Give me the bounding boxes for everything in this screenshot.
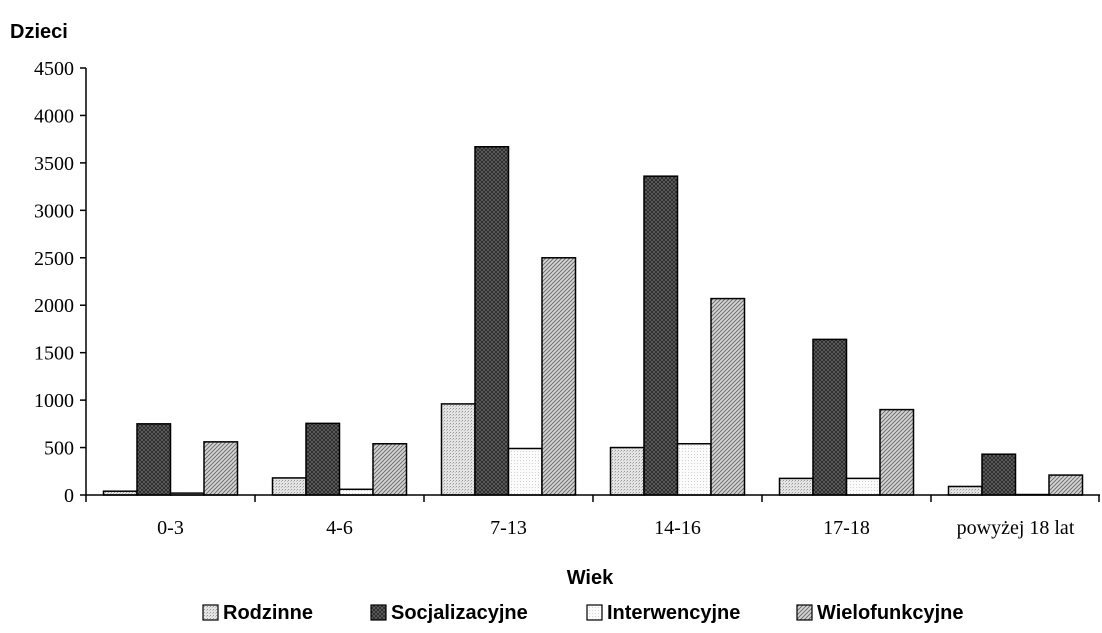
legend-label: Socjalizacyjne bbox=[391, 602, 528, 624]
legend-label: Wielofunkcyjne bbox=[817, 602, 964, 624]
y-axis: 0 500 1000 1500 2000 2500 3000 3500 4000 4500 bbox=[34, 58, 86, 507]
y-tick-label: 4500 bbox=[34, 58, 74, 80]
y-tick-label: 3000 bbox=[34, 200, 74, 222]
bar-interwencyjne-7-13 bbox=[507, 447, 543, 496]
x-tick-label: 0-3 bbox=[157, 517, 184, 539]
y-tick-label: 0 bbox=[64, 485, 74, 507]
y-tick-label: 1500 bbox=[34, 343, 74, 365]
x-tick-label: 14-16 bbox=[654, 517, 701, 539]
y-tick-label: 500 bbox=[44, 438, 74, 460]
bar-rodzinne-powyżej-18-lat bbox=[947, 485, 983, 496]
y-tick-label: 2500 bbox=[34, 248, 74, 270]
legend-swatch bbox=[796, 604, 813, 621]
bar-rodzinne-7-13 bbox=[440, 403, 476, 496]
bar-wielofunkcyjne-17-18 bbox=[879, 408, 915, 496]
bar-interwencyjne-14-16 bbox=[676, 443, 712, 496]
bar-socjalizacyjne-4-6 bbox=[305, 422, 341, 496]
bar-socjalizacyjne-powyżej-18-lat bbox=[981, 453, 1017, 496]
bar-rodzinne-17-18 bbox=[778, 477, 814, 496]
bar-wielofunkcyjne-4-6 bbox=[372, 443, 408, 496]
bar-rodzinne-14-16 bbox=[609, 446, 645, 496]
axes bbox=[85, 68, 1100, 496]
bar-interwencyjne-4-6 bbox=[338, 488, 374, 496]
x-axis-title: Wiek bbox=[567, 567, 614, 589]
bar-interwencyjne-17-18 bbox=[845, 477, 881, 496]
y-axis-title: Dzieci bbox=[10, 21, 68, 43]
bars bbox=[102, 146, 1084, 496]
y-tick-label: 4000 bbox=[34, 105, 74, 127]
legend-swatch bbox=[202, 604, 219, 621]
bar-wielofunkcyjne-0-3 bbox=[203, 441, 239, 496]
legend-label: Rodzinne bbox=[223, 602, 313, 624]
legend-swatch bbox=[370, 604, 387, 621]
y-tick-label: 3500 bbox=[34, 153, 74, 175]
x-tick-label: 17-18 bbox=[823, 517, 870, 539]
bar-wielofunkcyjne-7-13 bbox=[541, 257, 577, 496]
bar-socjalizacyjne-7-13 bbox=[474, 146, 510, 496]
bar-wielofunkcyjne-powyżej-18-lat bbox=[1048, 474, 1084, 496]
bar-wielofunkcyjne-14-16 bbox=[710, 297, 746, 496]
bar-socjalizacyjne-17-18 bbox=[812, 338, 848, 496]
y-tick-label: 2000 bbox=[34, 295, 74, 317]
legend-label: Interwencyjne bbox=[607, 602, 740, 624]
x-tick-label: 4-6 bbox=[326, 517, 353, 539]
bar-rodzinne-4-6 bbox=[271, 477, 307, 496]
y-tick-label: 1000 bbox=[34, 390, 74, 412]
legend-swatch bbox=[586, 604, 603, 621]
bar-socjalizacyjne-0-3 bbox=[136, 423, 172, 496]
x-axis: 0-3 4-6 7-13 14-16 17-18 powyżej 18 lat bbox=[85, 495, 1100, 539]
legend: Rodzinne Socjalizacyjne Interwencyjne Wielo… bbox=[202, 602, 964, 624]
x-tick-label: 7-13 bbox=[490, 517, 527, 539]
bar-socjalizacyjne-14-16 bbox=[643, 175, 679, 496]
x-tick-label: powyżej 18 lat bbox=[957, 517, 1075, 539]
